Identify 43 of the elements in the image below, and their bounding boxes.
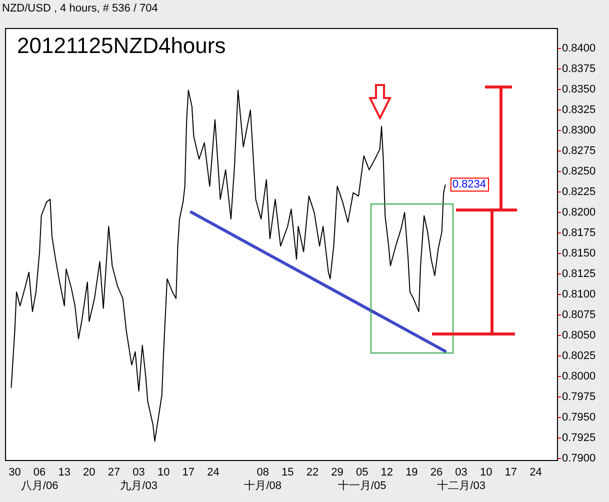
x-tick-label: 19 bbox=[406, 466, 418, 479]
y-tick-label: 0.8000 bbox=[562, 370, 596, 382]
y-tick-label: 0.8200 bbox=[562, 206, 596, 218]
x-tick-label: 29 bbox=[331, 466, 344, 479]
x-tick-label: 10 bbox=[480, 466, 492, 479]
y-tick-label: 0.8250 bbox=[562, 165, 596, 178]
chart-subtitle: NZD/USD , 4 hours, # 536 / 704 bbox=[2, 2, 158, 15]
x-tick-label: 12 bbox=[380, 466, 394, 479]
x-tick-label: 17 bbox=[504, 466, 518, 479]
x-tick-label: 08 十月/08 bbox=[244, 466, 282, 492]
annotation: 0.8234 bbox=[452, 178, 486, 191]
x-tick-label: 13 bbox=[58, 466, 70, 479]
y-tick-label: 0.8325 bbox=[562, 104, 596, 116]
y-tick-label: 0.8300 bbox=[562, 124, 596, 136]
y-tick-label: 0.7900 bbox=[562, 452, 596, 464]
x-tick-label: 10 bbox=[157, 466, 170, 479]
x-tick-label: 30 bbox=[8, 466, 21, 479]
y-tick-label: 0.8350 bbox=[562, 84, 596, 96]
x-tick-label: 27 bbox=[108, 466, 120, 479]
y-tick-label: 0.8100 bbox=[562, 288, 596, 300]
x-tick-label: 26 bbox=[430, 466, 443, 479]
x-tick-label: 03 九月/03 bbox=[120, 466, 158, 492]
y-tick-label: 0.8175 bbox=[562, 226, 596, 239]
x-tick-label: 15 bbox=[282, 466, 294, 479]
y-tick-label: 0.8400 bbox=[562, 42, 596, 55]
x-tick-label: 20 bbox=[83, 466, 96, 479]
y-tick-label: 0.8275 bbox=[562, 144, 596, 157]
y-tick-label: 0.8025 bbox=[562, 350, 596, 362]
y-tick-label: 0.7975 bbox=[562, 390, 596, 403]
y-tick-label: 0.7925 bbox=[562, 432, 596, 444]
x-tick-label: 24 bbox=[207, 466, 220, 479]
y-tick-label: 0.7950 bbox=[562, 411, 596, 424]
x-tick-label: 22 bbox=[306, 466, 319, 479]
y-tick-label: 0.8375 bbox=[562, 63, 596, 76]
x-tick-label: 24 bbox=[530, 466, 542, 479]
y-tick-label: 0.8050 bbox=[562, 329, 596, 342]
y-tick-label: 0.8075 bbox=[562, 308, 596, 321]
x-tick-label: 06 八月/06 bbox=[20, 466, 58, 492]
y-tick-label: 0.8225 bbox=[562, 186, 596, 198]
chart-title: 20121125NZD4hours bbox=[17, 33, 226, 58]
y-tick-label: 0.8150 bbox=[562, 247, 596, 260]
x-tick-label: 17 bbox=[182, 466, 195, 479]
y-tick-label: 0.8125 bbox=[562, 268, 596, 280]
